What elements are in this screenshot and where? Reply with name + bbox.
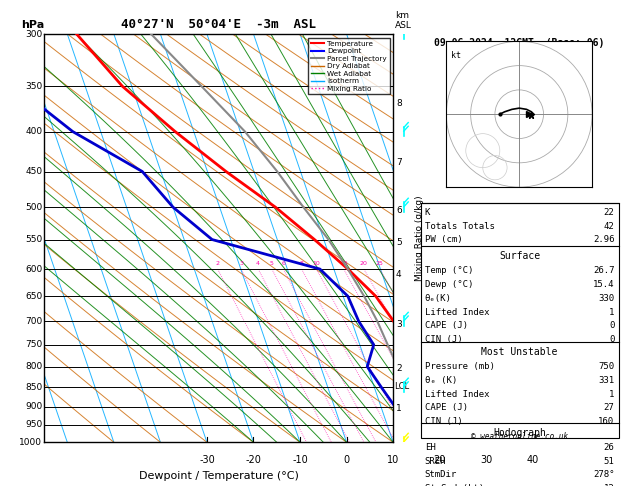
Text: 4: 4 — [396, 270, 401, 279]
Text: 26: 26 — [604, 443, 615, 451]
Text: 450: 450 — [25, 167, 42, 176]
Text: PW (cm): PW (cm) — [425, 235, 462, 244]
Text: -10: -10 — [292, 454, 308, 465]
Text: 15: 15 — [340, 261, 348, 266]
Text: 2.96: 2.96 — [593, 235, 615, 244]
Text: θₑ(K): θₑ(K) — [425, 294, 452, 303]
Text: 4: 4 — [256, 261, 260, 266]
Text: 5: 5 — [396, 238, 402, 247]
Text: StmDir: StmDir — [425, 470, 457, 479]
Text: 5: 5 — [270, 261, 274, 266]
Text: 950: 950 — [25, 420, 42, 429]
Text: Most Unstable: Most Unstable — [481, 347, 558, 357]
Text: 1: 1 — [609, 390, 615, 399]
Text: CIN (J): CIN (J) — [425, 335, 462, 344]
Text: 1: 1 — [396, 404, 402, 413]
Text: 20: 20 — [433, 454, 446, 465]
Text: 500: 500 — [25, 203, 42, 212]
Text: 850: 850 — [25, 382, 42, 392]
Text: 1000: 1000 — [19, 438, 42, 447]
Text: 8: 8 — [396, 99, 402, 108]
Text: CIN (J): CIN (J) — [425, 417, 462, 426]
Text: 0: 0 — [609, 321, 615, 330]
Text: 10: 10 — [387, 454, 399, 465]
Text: 51: 51 — [604, 456, 615, 466]
Text: EH: EH — [425, 443, 435, 451]
Text: 0: 0 — [609, 335, 615, 344]
Text: 900: 900 — [25, 402, 42, 411]
Text: © weatheronline.co.uk: © weatheronline.co.uk — [471, 432, 568, 441]
Text: 10: 10 — [313, 261, 320, 266]
Text: 8: 8 — [299, 261, 304, 266]
Text: -30: -30 — [199, 454, 215, 465]
Text: kt: kt — [451, 51, 461, 60]
Text: 350: 350 — [25, 82, 42, 91]
Text: 550: 550 — [25, 235, 42, 244]
Text: 278°: 278° — [593, 470, 615, 479]
Text: 300: 300 — [25, 30, 42, 38]
Text: 400: 400 — [25, 127, 42, 136]
Text: 1: 1 — [609, 308, 615, 316]
Text: 800: 800 — [25, 362, 42, 371]
Text: 6: 6 — [281, 261, 285, 266]
Text: 3: 3 — [239, 261, 243, 266]
Text: 600: 600 — [25, 264, 42, 274]
Text: 7: 7 — [396, 158, 402, 167]
Text: 12: 12 — [604, 485, 615, 486]
Text: km
ASL: km ASL — [395, 11, 412, 30]
Text: 09.06.2024  12GMT  (Base: 06): 09.06.2024 12GMT (Base: 06) — [435, 38, 604, 48]
Text: Temp (°C): Temp (°C) — [425, 266, 473, 275]
Text: SREH: SREH — [425, 456, 446, 466]
Text: CAPE (J): CAPE (J) — [425, 403, 467, 413]
Text: 650: 650 — [25, 292, 42, 301]
Text: Dewpoint / Temperature (°C): Dewpoint / Temperature (°C) — [138, 471, 299, 481]
Text: 2: 2 — [396, 364, 401, 373]
Text: 25: 25 — [376, 261, 384, 266]
Text: 27: 27 — [604, 403, 615, 413]
Text: 2: 2 — [216, 261, 220, 266]
Text: 0: 0 — [343, 454, 350, 465]
Text: Lifted Index: Lifted Index — [425, 390, 489, 399]
Text: 160: 160 — [598, 417, 615, 426]
Text: Hodograph: Hodograph — [493, 428, 546, 438]
Text: 26.7: 26.7 — [593, 266, 615, 275]
Text: Mixing Ratio (g/kg): Mixing Ratio (g/kg) — [415, 195, 424, 281]
Text: 30: 30 — [480, 454, 493, 465]
Text: CAPE (J): CAPE (J) — [425, 321, 467, 330]
Text: Surface: Surface — [499, 251, 540, 261]
Title: 40°27'N  50°04'E  -3m  ASL: 40°27'N 50°04'E -3m ASL — [121, 18, 316, 32]
Legend: Temperature, Dewpoint, Parcel Trajectory, Dry Adiabat, Wet Adiabat, Isotherm, Mi: Temperature, Dewpoint, Parcel Trajectory… — [308, 37, 389, 94]
FancyBboxPatch shape — [421, 204, 618, 438]
Text: 22: 22 — [604, 208, 615, 217]
Text: 20: 20 — [360, 261, 368, 266]
Text: 42: 42 — [604, 222, 615, 231]
Text: Pressure (mb): Pressure (mb) — [425, 362, 494, 371]
Text: 331: 331 — [598, 376, 615, 385]
Text: StmSpd (kt): StmSpd (kt) — [425, 485, 484, 486]
Text: Totals Totals: Totals Totals — [425, 222, 494, 231]
Text: 3: 3 — [396, 320, 402, 329]
Text: 40: 40 — [526, 454, 539, 465]
Text: 750: 750 — [25, 340, 42, 349]
Text: 700: 700 — [25, 317, 42, 326]
Text: K: K — [425, 208, 430, 217]
Text: Dewp (°C): Dewp (°C) — [425, 280, 473, 289]
Text: 750: 750 — [598, 362, 615, 371]
Text: LCL: LCL — [394, 382, 409, 391]
Text: 15.4: 15.4 — [593, 280, 615, 289]
Text: θₑ (K): θₑ (K) — [425, 376, 457, 385]
Text: 6: 6 — [396, 206, 402, 215]
Text: hPa: hPa — [21, 20, 45, 30]
Text: -20: -20 — [245, 454, 262, 465]
Text: 330: 330 — [598, 294, 615, 303]
Text: Lifted Index: Lifted Index — [425, 308, 489, 316]
